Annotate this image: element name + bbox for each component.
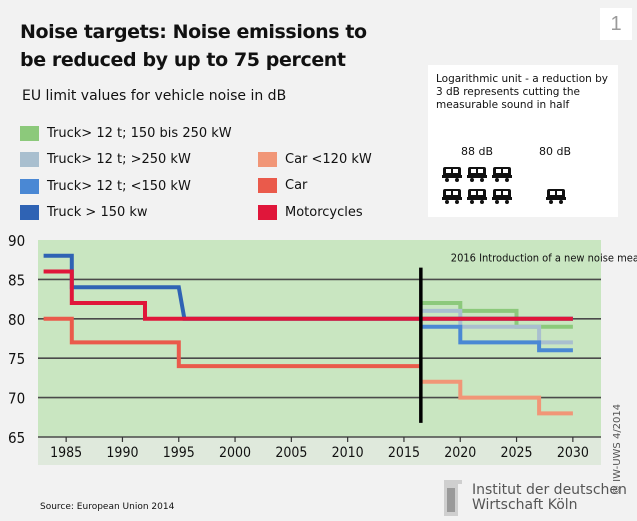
- x-axis-band: [38, 437, 601, 465]
- y-tick-label: 80: [8, 311, 25, 329]
- legend-label: Truck > 150 kw: [47, 205, 148, 220]
- iw-logo-text: Institut der deutschen Wirtschaft Köln: [472, 483, 627, 513]
- legend-label: Truck> 12 t; >250 kW: [47, 152, 191, 167]
- legend-swatch: [258, 178, 277, 193]
- x-tick-label: 1995: [163, 445, 195, 461]
- legend-swatch: [258, 205, 277, 220]
- series-line: [43, 269, 573, 321]
- legend-label: Motorcycles: [285, 205, 363, 220]
- legend-item-truck-under-150: Truck> 12 t; <150 kW: [20, 179, 191, 194]
- info-box: Logarithmic unit - a reduction by 3 dB r…: [428, 65, 618, 217]
- legend-item-car: Car: [258, 178, 307, 193]
- legend-swatch: [258, 152, 277, 167]
- legend-swatch: [20, 126, 39, 141]
- legend-item-motorcycles: Motorcycles: [258, 205, 363, 220]
- x-tick-label: 2015: [388, 445, 420, 461]
- info-left-db: 88 dB: [461, 145, 494, 158]
- y-tick-label: 65: [8, 429, 25, 447]
- chart-subtitle: EU limit values for vehicle noise in dB: [22, 88, 287, 104]
- iw-logo: Institut der deutschen Wirtschaft Köln: [440, 478, 627, 518]
- x-tick-label: 2030: [557, 445, 589, 461]
- legend-label: Car <120 kW: [285, 152, 372, 167]
- legend-label: Truck> 12 t; 150 bis 250 kW: [47, 126, 232, 141]
- y-tick-label: 85: [8, 271, 25, 289]
- series-line: [420, 308, 573, 345]
- x-tick-label: 2020: [444, 445, 476, 461]
- legend-item-truck-over-250: Truck> 12 t; >250 kW: [20, 152, 191, 167]
- y-tick-label: 75: [8, 350, 25, 368]
- logo-line-1: Institut der deutschen: [472, 482, 627, 498]
- x-tick-label: 1985: [50, 445, 82, 461]
- series-line: [43, 316, 421, 369]
- legend-item-truck-150kw: Truck > 150 kw: [20, 205, 148, 220]
- x-tick-label: 2025: [501, 445, 533, 461]
- x-tick-label: 2000: [219, 445, 251, 461]
- legend-swatch: [20, 152, 39, 167]
- plot-area: [38, 240, 601, 437]
- chart-title: Noise targets: Noise emissions to be red…: [20, 21, 367, 71]
- x-tick-label: 2010: [332, 445, 364, 461]
- legend-swatch: [20, 179, 39, 194]
- iw-logo-icon: [444, 480, 462, 516]
- legend-label: Truck> 12 t; <150 kW: [47, 179, 191, 194]
- page-number-badge: 1: [600, 8, 632, 40]
- y-tick-label: 70: [8, 390, 25, 408]
- legend-swatch: [20, 205, 39, 220]
- series-line: [420, 324, 573, 353]
- x-tick-label: 2005: [275, 445, 307, 461]
- info-box-text: Logarithmic unit - a reduction by 3 dB r…: [436, 73, 608, 111]
- logo-line-2: Wirtschaft Köln: [472, 497, 578, 513]
- y-tick-label: 90: [8, 232, 25, 250]
- annotation-label: 2016 Introduction of a new noise measuri…: [451, 251, 637, 264]
- legend-item-truck-150-250: Truck> 12 t; 150 bis 250 kW: [20, 126, 232, 141]
- legend-item-car-under-120: Car <120 kW: [258, 152, 372, 167]
- source-note: Source: European Union 2014: [40, 502, 175, 512]
- legend-label: Car: [285, 178, 308, 193]
- info-right-db: 80 dB: [539, 145, 572, 158]
- x-tick-label: 1990: [106, 445, 138, 461]
- series-line: [420, 379, 573, 416]
